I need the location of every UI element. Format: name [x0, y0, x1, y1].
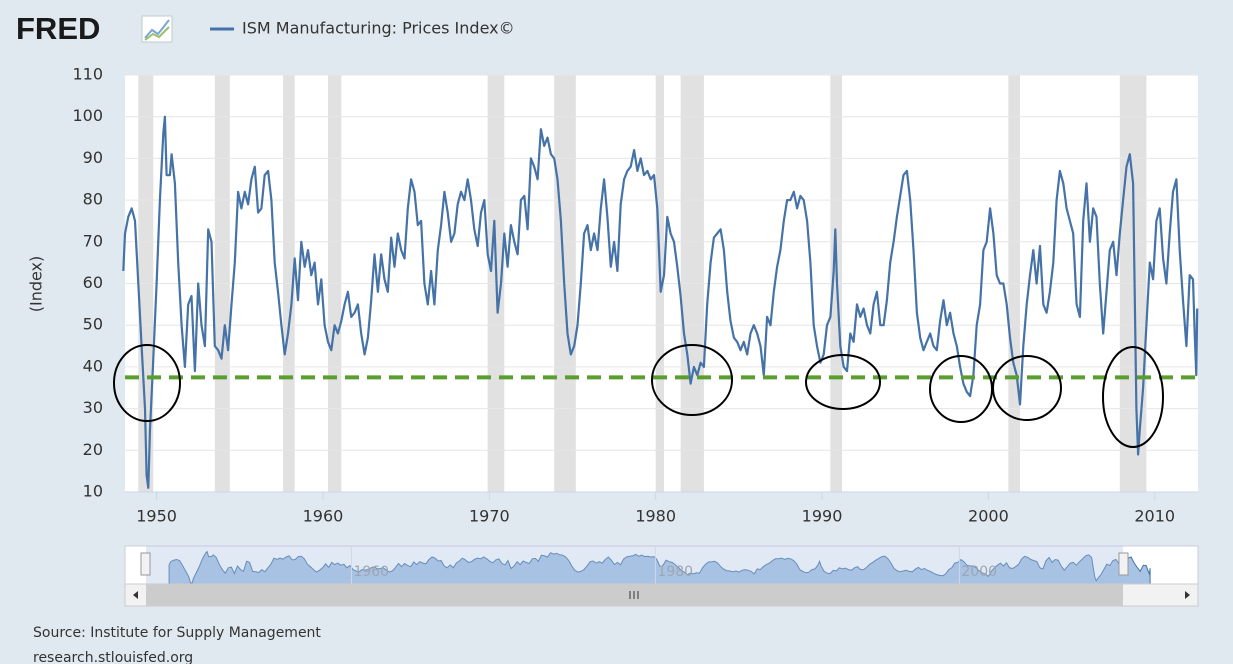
- x-tick-label: 2000: [968, 507, 1009, 526]
- y-tick-label: 10: [83, 482, 103, 501]
- y-tick-label: 100: [72, 106, 103, 125]
- x-tick-label: 1980: [635, 507, 676, 526]
- navigator-handle[interactable]: [1118, 552, 1129, 576]
- y-tick-label: 80: [83, 190, 103, 209]
- navigator-tick-label: 1980: [657, 564, 693, 580]
- scroll-right[interactable]: [1185, 591, 1190, 599]
- scroll-grip: [629, 591, 639, 599]
- navigator-area: [168, 550, 1151, 585]
- navigator-handle[interactable]: [140, 552, 151, 576]
- legend-label: ISM Manufacturing: Prices Index©: [242, 19, 515, 38]
- series-line: [122, 115, 1199, 489]
- navigator-tick-label: 2000: [961, 564, 997, 580]
- y-tick-label: 50: [83, 315, 103, 334]
- site: research.stlouisfed.org: [33, 650, 193, 664]
- annotations: [113, 344, 1164, 448]
- y-tick-label: 70: [83, 231, 103, 250]
- navigator-selection[interactable]: [146, 546, 1123, 588]
- x-tick-label: 1970: [469, 507, 510, 526]
- x-tick-label: 1950: [136, 507, 177, 526]
- x-tick-label: 1990: [802, 507, 843, 526]
- x-tick-label: 2010: [1134, 507, 1175, 526]
- y-axis-label: (Index): [27, 256, 46, 313]
- source: Source: Institute for Supply Management: [33, 625, 321, 641]
- y-tick-label: 110: [72, 65, 103, 84]
- y-tick-label: 30: [83, 398, 103, 417]
- logo-icon: [141, 15, 173, 43]
- x-tick-label: 1960: [303, 507, 344, 526]
- y-tick-label: 40: [83, 356, 103, 375]
- logo: FRED: [16, 11, 100, 46]
- y-tick-label: 60: [83, 273, 103, 292]
- y-tick-label: 90: [83, 148, 103, 167]
- scroll-left[interactable]: [133, 591, 138, 599]
- navigator-tick-label: 1960: [353, 564, 389, 580]
- y-tick-label: 20: [83, 440, 103, 459]
